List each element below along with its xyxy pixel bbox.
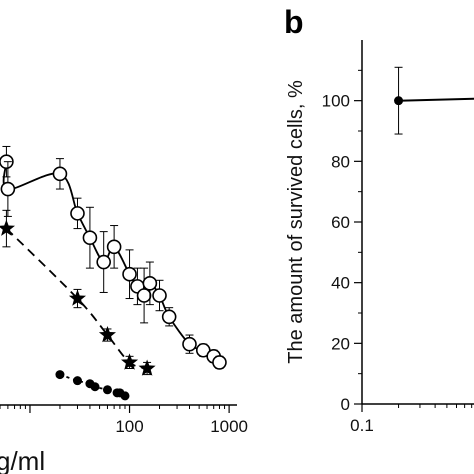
panel-b-marks <box>394 66 404 135</box>
panel-a-series-0-point <box>0 181 16 197</box>
panel-b-y-tick-label: 40 <box>331 274 350 293</box>
panel-a-series-2-fit-line <box>59 373 126 397</box>
panel-a-series-0-point <box>152 288 167 303</box>
panel-a-series-1-point <box>98 326 116 343</box>
panel-b-y-tick-label: 20 <box>331 334 350 353</box>
panel-b-y-axis-label: The amount of survived cells, % <box>285 80 307 364</box>
panel-a-series-0-point <box>161 309 177 325</box>
panel-a-axes: 100 1000 <box>0 404 248 436</box>
panel-a-series-0-point <box>82 230 98 246</box>
panel-a-series-2-point <box>72 376 82 386</box>
panel-b-x-tick-label: 0.1 <box>350 416 374 435</box>
panel-a: 100 1000 g/ml <box>0 145 248 474</box>
panel-a-series-1-point <box>138 359 156 376</box>
panel-a-series-2-point <box>102 385 112 395</box>
panel-a-x-axis-label: g/ml <box>0 446 45 474</box>
panel-b-y-tick-label: 0 <box>341 395 350 414</box>
panel-a-x-tick-label: 1000 <box>210 417 248 436</box>
panel-a-series-0-point <box>212 355 227 370</box>
panel-a-series-2-point <box>90 382 100 392</box>
panel-a-series-1-point <box>68 289 86 306</box>
panel-a-series-1-point <box>121 353 139 370</box>
panel-a-series-1-fit-line <box>5 227 148 370</box>
panel-a-series-0-point <box>136 288 152 303</box>
panel-b-series-0-line <box>398 97 474 102</box>
panel-b-y-tick-label: 60 <box>331 213 350 232</box>
panel-b-axes: 0 20 40 60 80 100 0.1 <box>322 40 474 435</box>
panel-a-series-0-point <box>52 166 68 182</box>
panel-a-series-0-point <box>96 254 111 270</box>
panel-a-series-2-point <box>55 370 65 380</box>
panel-a-series-0-point <box>142 276 158 291</box>
panel-a-marks <box>0 145 227 401</box>
panel-b-series-0-point <box>394 96 404 106</box>
panel-b-y-tick-label: 80 <box>331 152 350 171</box>
panel-b-y-tick-label: 100 <box>322 92 350 111</box>
panel-a-fit-lines <box>2 161 221 397</box>
panel-a-series-0-point <box>122 266 137 282</box>
panel-a-series-1-point <box>0 219 15 236</box>
panel-a-series-0-point <box>70 206 85 221</box>
panel-a-x-tick-label: 100 <box>115 417 143 436</box>
panel-a-series-2-point <box>120 391 130 401</box>
panel-b-label: b <box>284 4 304 40</box>
panel-a-series-0-point <box>106 239 122 255</box>
panel-b-lines <box>398 97 474 102</box>
panel-b: b 0 20 40 60 80 100 0.1 The amount of survived… <box>284 4 474 435</box>
panel-a-series-0-point <box>182 336 197 352</box>
